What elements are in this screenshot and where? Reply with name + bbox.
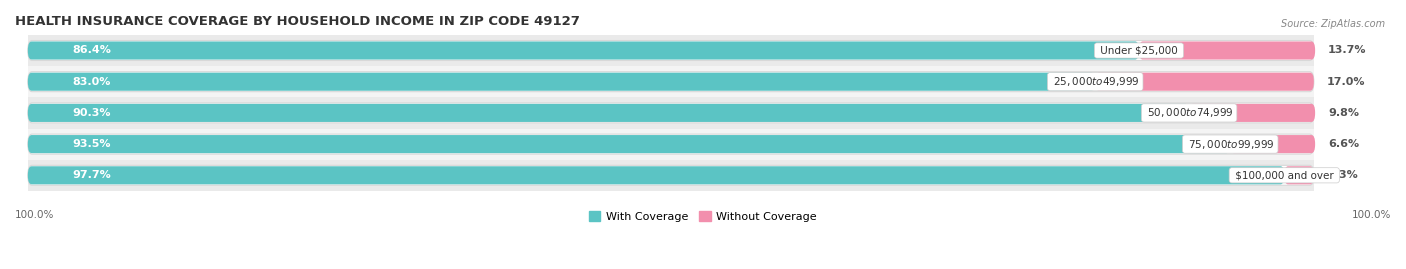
FancyBboxPatch shape	[28, 135, 1230, 153]
Text: 100.0%: 100.0%	[1351, 210, 1391, 220]
Text: $25,000 to $49,999: $25,000 to $49,999	[1050, 75, 1140, 88]
Text: $50,000 to $74,999: $50,000 to $74,999	[1144, 107, 1234, 119]
FancyBboxPatch shape	[1189, 104, 1315, 122]
FancyBboxPatch shape	[1095, 73, 1313, 91]
Text: HEALTH INSURANCE COVERAGE BY HOUSEHOLD INCOME IN ZIP CODE 49127: HEALTH INSURANCE COVERAGE BY HOUSEHOLD I…	[15, 15, 579, 28]
FancyBboxPatch shape	[28, 66, 1313, 97]
Legend: With Coverage, Without Coverage: With Coverage, Without Coverage	[589, 211, 817, 222]
Text: 13.7%: 13.7%	[1329, 45, 1367, 55]
FancyBboxPatch shape	[28, 73, 1095, 91]
Text: 2.3%: 2.3%	[1327, 170, 1357, 180]
Text: $75,000 to $99,999: $75,000 to $99,999	[1185, 138, 1275, 151]
FancyBboxPatch shape	[28, 104, 1189, 122]
FancyBboxPatch shape	[28, 103, 1313, 123]
FancyBboxPatch shape	[28, 41, 1139, 59]
FancyBboxPatch shape	[28, 165, 1313, 185]
Text: 9.8%: 9.8%	[1329, 108, 1360, 118]
FancyBboxPatch shape	[28, 97, 1313, 129]
FancyBboxPatch shape	[28, 35, 1313, 66]
Text: 17.0%: 17.0%	[1327, 77, 1365, 87]
Text: 97.7%: 97.7%	[73, 170, 111, 180]
FancyBboxPatch shape	[1230, 135, 1315, 153]
Text: 83.0%: 83.0%	[73, 77, 111, 87]
FancyBboxPatch shape	[28, 41, 1313, 61]
FancyBboxPatch shape	[28, 129, 1313, 160]
Text: Under $25,000: Under $25,000	[1097, 45, 1181, 55]
FancyBboxPatch shape	[28, 160, 1313, 191]
FancyBboxPatch shape	[1284, 166, 1313, 184]
Text: 6.6%: 6.6%	[1329, 139, 1360, 149]
Text: Source: ZipAtlas.com: Source: ZipAtlas.com	[1281, 19, 1385, 29]
FancyBboxPatch shape	[28, 72, 1313, 92]
FancyBboxPatch shape	[28, 166, 1284, 184]
Text: $100,000 and over: $100,000 and over	[1232, 170, 1337, 180]
Text: 93.5%: 93.5%	[73, 139, 111, 149]
Text: 86.4%: 86.4%	[73, 45, 111, 55]
Text: 90.3%: 90.3%	[73, 108, 111, 118]
FancyBboxPatch shape	[28, 134, 1313, 154]
Text: 100.0%: 100.0%	[15, 210, 55, 220]
FancyBboxPatch shape	[1139, 41, 1315, 59]
